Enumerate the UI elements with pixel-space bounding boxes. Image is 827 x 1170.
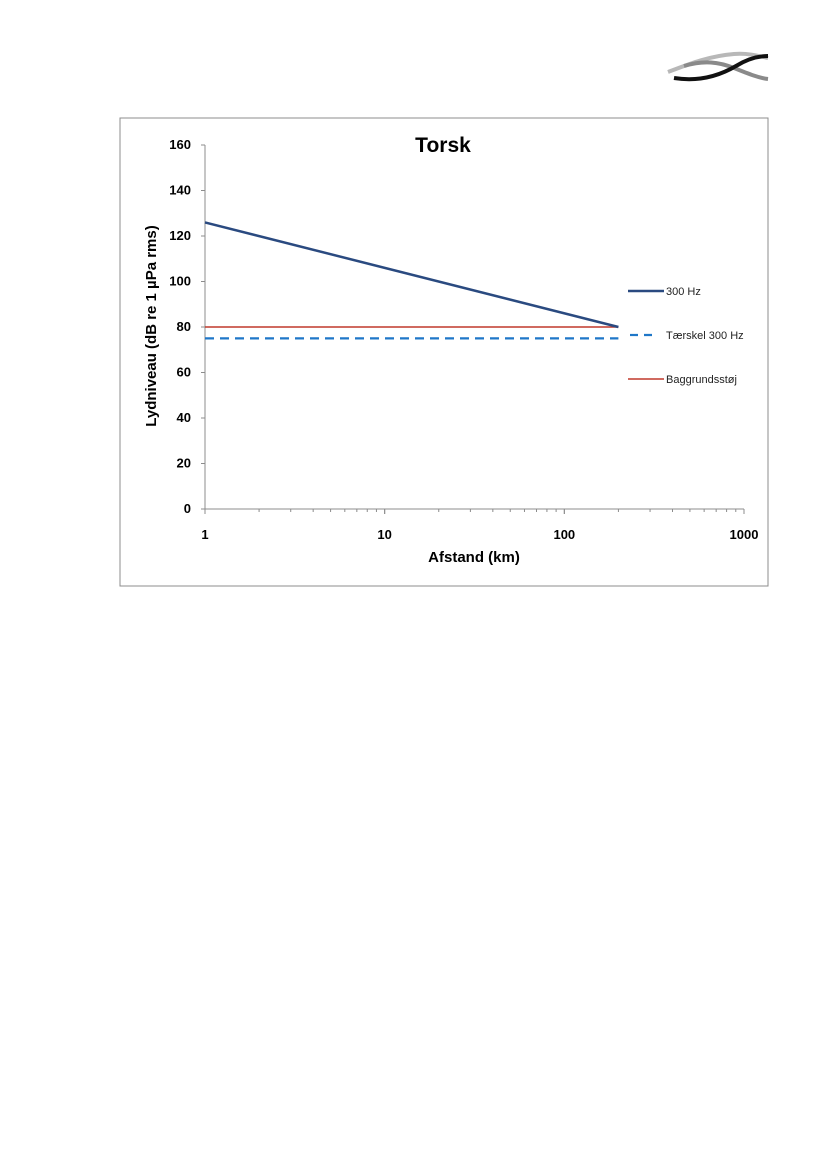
y-tick-label: 80 (177, 319, 191, 334)
chart-title: Torsk (415, 134, 471, 157)
series-layer (204, 221, 619, 340)
x-tick-label: 10 (377, 527, 391, 542)
x-axis-title: Afstand (km) (428, 549, 520, 566)
chart-legend: 300 Hz Tærskel 300 Hz Baggrundsstøj (628, 286, 744, 386)
y-tick-label: 60 (177, 365, 191, 380)
y-axis-title: Lydniveau (dB re 1 µPa rms) (143, 225, 160, 426)
y-tick-label: 140 (169, 183, 191, 198)
x-tick-label: 1 (201, 527, 208, 542)
y-tick-label: 40 (177, 410, 191, 425)
plot-axes: 0 20 40 60 80 100 120 140 160 1 10 100 1000 (169, 137, 758, 542)
y-tick-label: 120 (169, 228, 191, 243)
legend-label-2: Baggrundsstøj (666, 374, 737, 386)
y-tick-label: 20 (177, 456, 191, 471)
y-tick-label: 100 (169, 274, 191, 289)
y-tick-label: 0 (184, 501, 191, 516)
series-line-0 (204, 221, 619, 329)
y-tick-label: 160 (169, 137, 191, 152)
company-logo (667, 51, 769, 82)
x-tick-label: 1000 (730, 527, 759, 542)
x-tick-label: 100 (553, 527, 575, 542)
legend-label-0: 300 Hz (666, 286, 701, 298)
chart-frame (119, 117, 769, 587)
legend-label-1: Tærskel 300 Hz (666, 330, 744, 342)
logo-wave-dark (673, 54, 769, 82)
